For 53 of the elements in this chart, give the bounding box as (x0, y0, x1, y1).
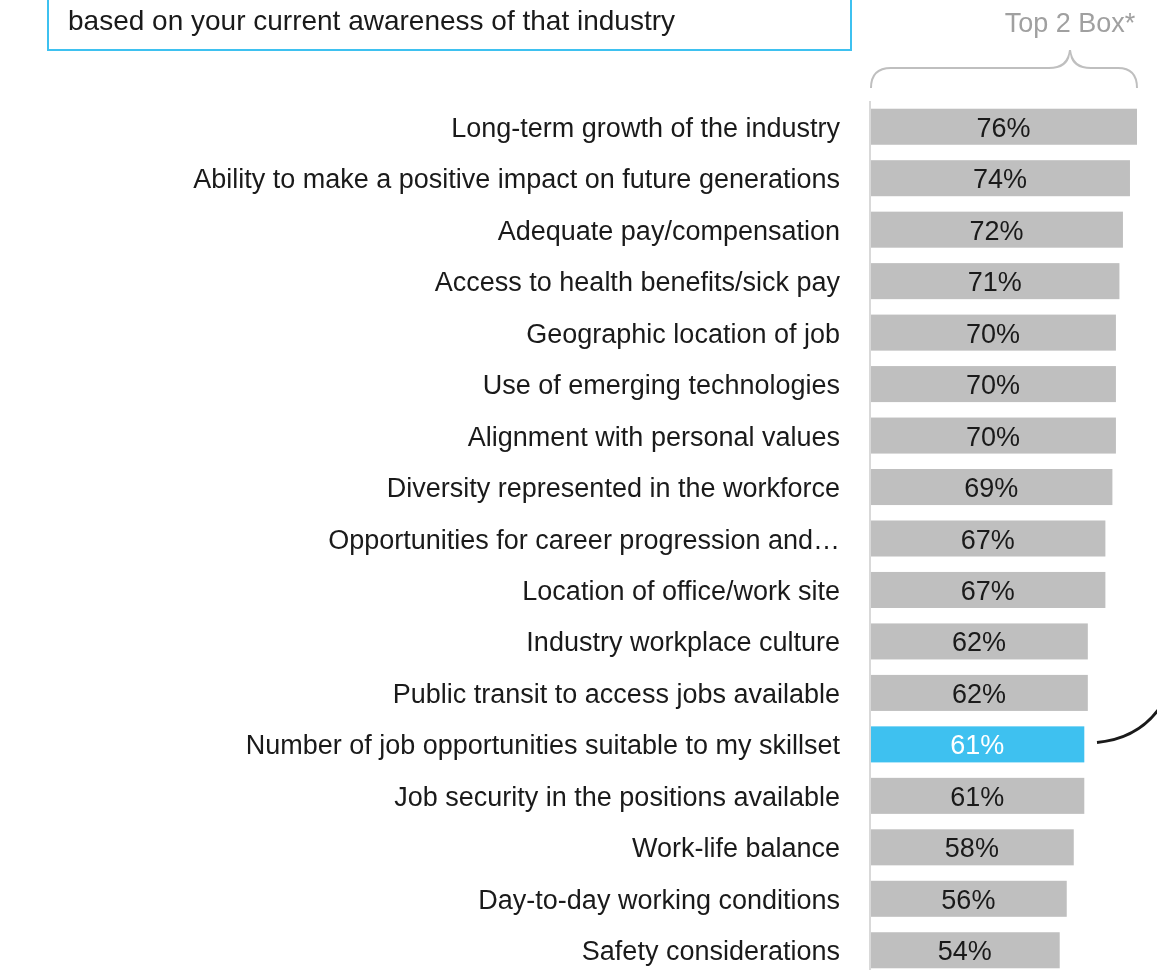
bar (870, 829, 1074, 866)
data-label: 62% (951, 627, 1006, 658)
data-label: 72% (969, 215, 1024, 246)
y-tick-label: Safety considerations (581, 936, 840, 967)
data-label: 58% (944, 833, 999, 864)
bar (870, 314, 1116, 351)
data-label: 61% (950, 781, 1005, 812)
data-label: 62% (951, 678, 1006, 709)
data-label: 70% (965, 421, 1020, 452)
bar (870, 623, 1088, 660)
data-label: 67% (960, 575, 1015, 606)
data-label: 54% (937, 936, 992, 967)
y-tick-label: Diversity represented in the workforce (386, 473, 840, 504)
y-tick-label: Access to health benefits/sick pay (434, 267, 841, 298)
y-tick-label: Public transit to access jobs available (392, 678, 840, 709)
y-tick-label: Opportunities for career progression and… (328, 524, 840, 555)
bar (870, 520, 1106, 557)
data-label: 67% (960, 524, 1015, 555)
bar (870, 263, 1120, 300)
bar (870, 932, 1060, 969)
y-tick-label: Work-life balance (631, 833, 840, 864)
bar (870, 417, 1116, 454)
y-tick-label: Use of emerging technologies (482, 370, 840, 401)
y-tick-label: Ability to make a positive impact on future generations (193, 164, 840, 195)
data-label: 70% (965, 370, 1020, 401)
bar (870, 108, 1137, 145)
y-tick-label: Job security in the positions available (394, 781, 840, 812)
data-label: 56% (941, 884, 996, 915)
bar (870, 211, 1123, 248)
bar (870, 366, 1116, 403)
bar (870, 777, 1085, 814)
data-label: 69% (964, 473, 1019, 504)
y-tick-label: Day-to-day working conditions (478, 884, 840, 915)
y-tick-label: Location of office/work site (522, 575, 840, 606)
text: based on your current awareness of that industry (68, 5, 676, 36)
data-label: 71% (967, 267, 1022, 298)
data-label: 70% (965, 318, 1020, 349)
y-tick-label: Adequate pay/compensation (497, 215, 840, 246)
bar (870, 160, 1130, 197)
data-label: 76% (976, 112, 1031, 143)
data-label: 61% (950, 730, 1005, 761)
data-label: 74% (972, 164, 1028, 195)
bar (870, 571, 1106, 608)
y-tick-label: Industry workplace culture (526, 627, 840, 658)
y-tick-label: Long-term growth of the industry (451, 112, 841, 143)
y-tick-label: Alignment with personal values (467, 421, 840, 452)
bar (870, 726, 1085, 763)
x-axis-title: Top 2 Box* (1004, 8, 1136, 38)
y-tick-label: Number of job opportunities suitable to my skillset (245, 730, 841, 761)
bar (870, 469, 1113, 506)
y-tick-label: Geographic location of job (526, 318, 840, 349)
bar (870, 880, 1067, 917)
bar (870, 674, 1088, 711)
